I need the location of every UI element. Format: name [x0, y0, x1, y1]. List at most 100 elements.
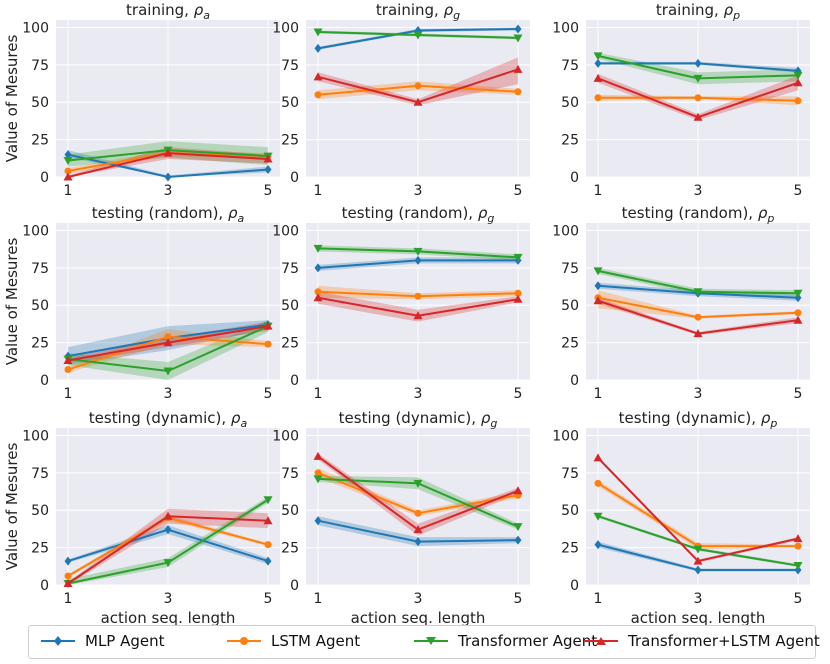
point-transformer-lstm — [263, 516, 273, 525]
point-lstm — [314, 91, 322, 99]
panel-title: testing (dynamic), ρg — [339, 409, 498, 430]
point-transformer-lstm — [163, 511, 173, 520]
y-tick-label: 0 — [40, 373, 49, 389]
point-transformer — [313, 244, 323, 253]
point-lstm — [64, 572, 72, 580]
y-tick-label: 75 — [31, 261, 49, 277]
y-tick-label: 50 — [281, 95, 299, 111]
x-tick-label: 1 — [64, 591, 73, 607]
x-tick-label: 1 — [64, 386, 73, 402]
y-tick-label: 100 — [552, 428, 579, 444]
legend: MLP Agent LSTM Agent Transformer Agent T… — [28, 625, 820, 659]
legend-label-lstm: LSTM Agent — [271, 632, 361, 650]
y-tick-label: 50 — [561, 298, 579, 314]
x-tick-label: 3 — [694, 386, 703, 402]
panel-title: training, ρa — [126, 1, 210, 22]
point-mlp — [164, 525, 172, 535]
point-transformer — [593, 52, 603, 61]
point-transformer-lstm — [413, 311, 423, 320]
y-tick-label: 100 — [272, 428, 299, 444]
point-mlp — [594, 540, 602, 550]
x-axis-label: action seq. length — [351, 609, 486, 625]
point-transformer-lstm — [793, 534, 803, 543]
band-lstm — [318, 285, 518, 300]
point-transformer — [513, 34, 523, 43]
y-tick-label: 0 — [570, 373, 579, 389]
x-tick-label: 5 — [794, 386, 803, 402]
y-tick-label: 75 — [561, 261, 579, 277]
y-tick-label: 25 — [561, 541, 579, 557]
y-tick-label: 0 — [290, 170, 299, 186]
point-transformer — [593, 512, 603, 521]
panel-title: testing (dynamic), ρa — [89, 409, 248, 430]
band-mlp — [598, 61, 798, 73]
point-transformer-lstm — [63, 579, 73, 588]
point-lstm — [314, 288, 322, 296]
x-tick-label: 1 — [64, 183, 73, 199]
y-tick-label: 25 — [281, 336, 299, 352]
point-transformer-lstm — [163, 148, 173, 157]
point-mlp — [594, 58, 602, 68]
x-tick-label: 5 — [514, 591, 523, 607]
x-tick-label: 3 — [694, 591, 703, 607]
legend-marker-circle-icon — [227, 637, 261, 645]
panel-5: 0 25 50 75 100 1 3 5 testing (random), ρg — [272, 204, 530, 402]
point-lstm — [414, 292, 422, 300]
point-transformer — [413, 247, 423, 256]
point-transformer — [63, 157, 73, 166]
panel-7: 0 25 50 75 100 1 3 5 testing (dynamic), ρa Value … — [3, 409, 280, 625]
point-mlp — [694, 565, 702, 575]
y-tick-label: 75 — [31, 58, 49, 74]
legend-label-transformer: Transformer Agent — [458, 632, 598, 650]
band-transformer-lstm — [68, 508, 268, 585]
legend-marker-triangle-down-icon — [414, 637, 448, 645]
y-tick-label: 100 — [22, 428, 49, 444]
y-tick-label: 100 — [272, 20, 299, 36]
y-axis-label: Value of Mesures — [3, 238, 21, 366]
point-transformer-lstm — [593, 296, 603, 305]
band-mlp — [598, 541, 798, 572]
point-transformer — [313, 475, 323, 484]
point-lstm — [794, 97, 802, 105]
point-transformer — [413, 31, 423, 40]
band-transformer-lstm — [318, 57, 518, 106]
legend-label-mlp: MLP Agent — [85, 632, 165, 650]
legend-item-transformer-lstm: Transformer+LSTM Agent — [584, 632, 820, 650]
y-tick-label: 100 — [22, 223, 49, 239]
y-tick-label: 0 — [570, 170, 579, 186]
x-tick-label: 3 — [414, 591, 423, 607]
x-tick-label: 5 — [794, 183, 803, 199]
point-transformer-lstm — [693, 556, 703, 565]
point-mlp — [264, 556, 272, 566]
point-mlp — [594, 281, 602, 291]
point-mlp — [314, 43, 322, 53]
point-mlp — [264, 165, 272, 175]
y-axis-label: Value of Mesures — [3, 35, 21, 163]
point-transformer-lstm — [313, 293, 323, 302]
y-tick-label: 0 — [290, 373, 299, 389]
point-transformer — [163, 367, 173, 376]
point-lstm — [264, 541, 272, 549]
point-lstm — [514, 88, 522, 96]
point-transformer-lstm — [793, 78, 803, 87]
point-transformer — [693, 545, 703, 554]
panel-title: testing (dynamic), ρp — [619, 409, 778, 430]
legend-marker-diamond-icon — [41, 636, 75, 646]
x-tick-label: 3 — [164, 386, 173, 402]
point-mlp — [414, 537, 422, 547]
y-tick-label: 100 — [272, 223, 299, 239]
panel-title: testing (random), ρa — [92, 204, 245, 225]
point-transformer-lstm — [263, 321, 273, 330]
legend-item-transformer: Transformer Agent — [414, 632, 597, 650]
x-tick-label: 1 — [314, 183, 323, 199]
point-transformer — [693, 74, 703, 83]
point-lstm — [264, 340, 272, 348]
x-tick-label: 3 — [694, 183, 703, 199]
point-lstm — [414, 82, 422, 90]
point-lstm — [64, 167, 72, 175]
point-transformer — [793, 71, 803, 80]
y-tick-label: 75 — [561, 466, 579, 482]
y-tick-label: 0 — [570, 578, 579, 594]
point-lstm — [694, 313, 702, 321]
